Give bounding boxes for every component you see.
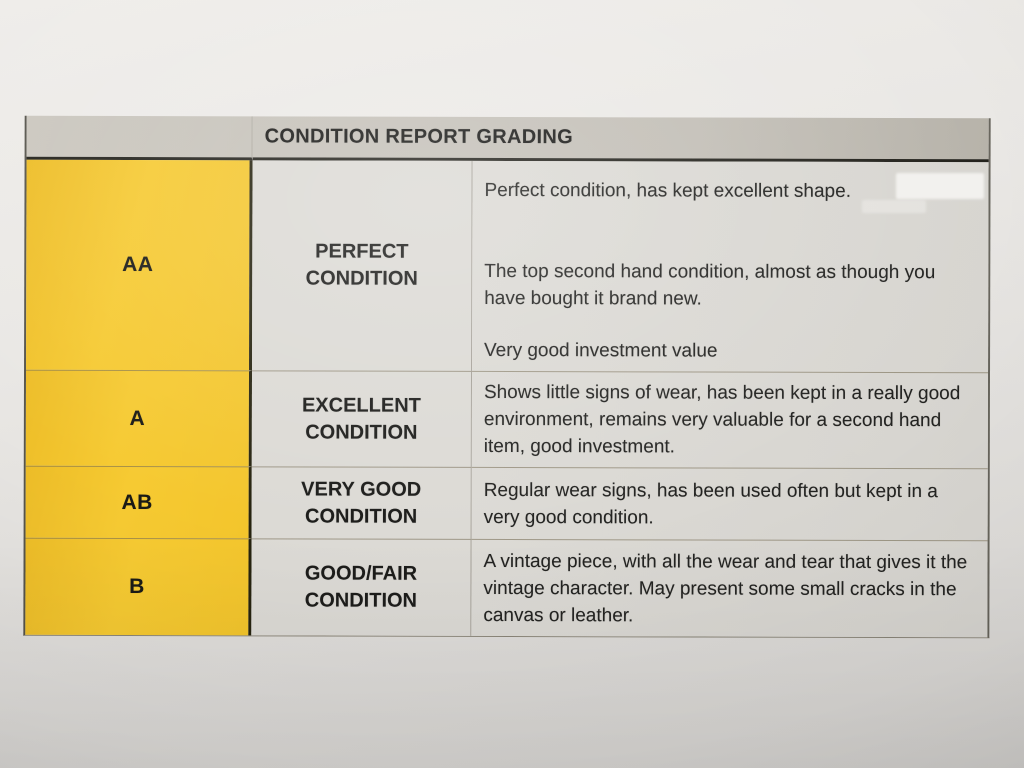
grade-code-cell-a: A [25,369,253,467]
condition-grading-table: CONDITION REPORT GRADING AA PERFECT COND… [23,115,991,639]
table-title-text: CONDITION REPORT GRADING [264,125,573,149]
grade-code: AA [122,252,154,277]
grade-code-cell-ab: AB [25,465,252,539]
grade-name-line: GOOD/FAIR [304,562,418,585]
description-paragraph: Perfect condition, has kept excellent sh… [484,179,852,202]
grade-name-line: CONDITION [305,420,418,444]
grade-code-cell-b: B [25,537,252,636]
grade-description-cell-aa: Perfect condition, has kept excellent sh… [472,160,989,373]
grade-name-cell-b: GOOD/FAIR CONDITION [251,538,472,636]
grade-name-cell-a: EXCELLENT CONDITION [251,370,473,467]
grade-description-cell-a: Shows little signs of wear, has been kep… [471,370,989,469]
grade-name-cell-ab: VERY GOOD CONDITION [251,466,472,539]
grade-code: AB [121,490,153,514]
grade-description-cell-ab: Regular wear signs, has been used often … [471,466,988,541]
description-paragraph: Very good investment value [484,339,718,362]
grade-name-line: CONDITION [305,267,418,290]
grade-description-cell-b: A vintage piece, with all the wear and t… [471,538,988,638]
grade-code: B [129,575,145,599]
grade-code: A [129,406,146,430]
description-paragraph: Shows little signs of wear, has been kep… [483,381,961,458]
grade-name-cell-aa: PERFECT CONDITION [252,160,473,371]
description-paragraph: Regular wear signs, has been used often … [483,479,938,528]
header-blank-cell [26,115,253,161]
table-title: CONDITION REPORT GRADING [252,116,989,163]
description-paragraph: The top second hand condition, almost as… [484,260,936,310]
grade-name-line: CONDITION [304,589,418,612]
grade-name-line: CONDITION [304,504,418,528]
grade-code-cell-aa: AA [26,159,253,371]
grade-name-line: VERY GOOD [301,477,422,501]
description-paragraph: A vintage piece, with all the wear and t… [483,550,968,626]
grade-name-line: PERFECT [315,240,409,263]
grade-name-line: EXCELLENT [301,393,421,417]
